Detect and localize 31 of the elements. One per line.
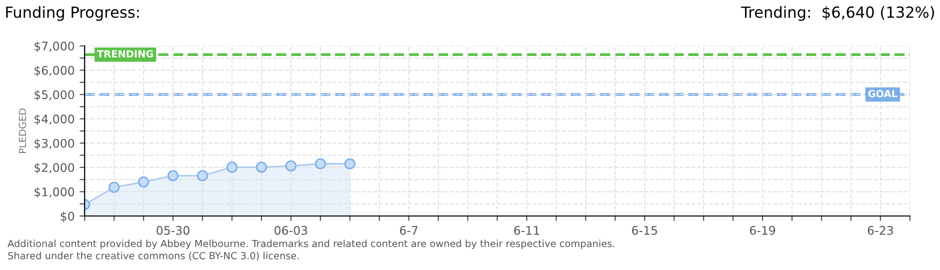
point [256,162,268,173]
point [138,176,150,188]
y-tick-label: $3,000 [34,138,74,150]
ref-line-label: TRENDING [97,50,153,58]
y-tick-label: $6,000 [34,66,74,76]
x-tick-label: 6-15 [632,226,658,235]
y-tick-label: $4,000 [34,114,74,126]
x-tick-label: 6-23 [868,226,893,235]
y-tick-label: $2,000 [34,162,74,174]
point [196,170,208,182]
y-axis-title: PLEDGED [18,108,26,154]
text: Additional content provided by Abbey Melbourne. Trademarks and related content are owned by their respective companies. [8,240,614,250]
x-tick-label: 06-03 [274,226,308,235]
point [314,158,326,170]
y-tick-label: $0 [60,212,74,222]
point [108,182,120,193]
y-tick-label: $1,000 [34,187,74,198]
point [167,170,179,182]
x-tick-label: 05-30 [156,226,190,235]
x-tick-label: 6-7 [400,226,418,235]
point [226,162,238,173]
ref-line-label: GOAL [868,90,898,98]
text: Shared under the creative commons (CC BY-NC 3.0) license. [8,252,299,260]
chart-subtitle: Trending: $6,640 (132%) [741,6,934,21]
x-tick-label: 6-19 [750,226,776,235]
y-tick-label: $5,000 [34,90,74,101]
chart-title: Funding Progress: [6,6,139,21]
x-tick-label: 6-11 [514,226,540,235]
point [285,160,296,172]
y-tick-label: $7,000 [34,41,74,52]
point [344,158,356,170]
